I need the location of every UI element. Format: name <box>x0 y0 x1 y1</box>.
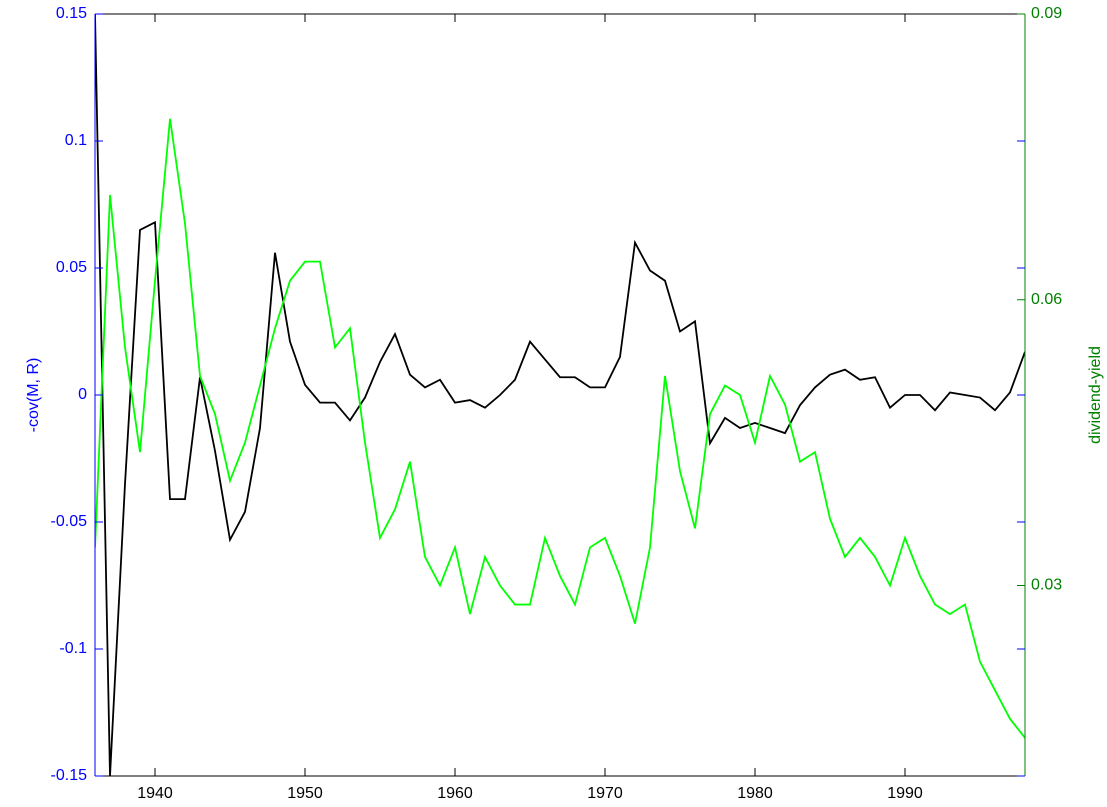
x-tick-label: 1950 <box>287 785 323 802</box>
line-series <box>95 14 1025 776</box>
y-axis-label: -cov(M, R) <box>25 358 42 433</box>
y-tick-label: 0 <box>78 386 87 403</box>
x-tick-label: 1940 <box>137 785 173 802</box>
y2-axis-label: dividend-yield <box>1087 346 1104 444</box>
y-tick-label: -0.1 <box>59 640 87 657</box>
x-tick-label: 1970 <box>587 785 623 802</box>
x-tick-label: 1960 <box>437 785 473 802</box>
y-tick-label: -0.15 <box>51 767 88 784</box>
y2-tick-label: 0.06 <box>1031 291 1062 308</box>
line-series <box>95 118 1025 739</box>
y2-tick-label: 0.09 <box>1031 5 1062 22</box>
y-tick-label: 0.05 <box>56 259 87 276</box>
y2-tick-label: 0.03 <box>1031 577 1062 594</box>
y-tick-label: 0.15 <box>56 5 87 22</box>
plot-area <box>95 14 1025 776</box>
x-tick-label: 1990 <box>887 785 923 802</box>
y-tick-label: -0.05 <box>51 513 88 530</box>
y-tick-label: 0.1 <box>65 132 87 149</box>
x-tick-label: 1980 <box>737 785 773 802</box>
